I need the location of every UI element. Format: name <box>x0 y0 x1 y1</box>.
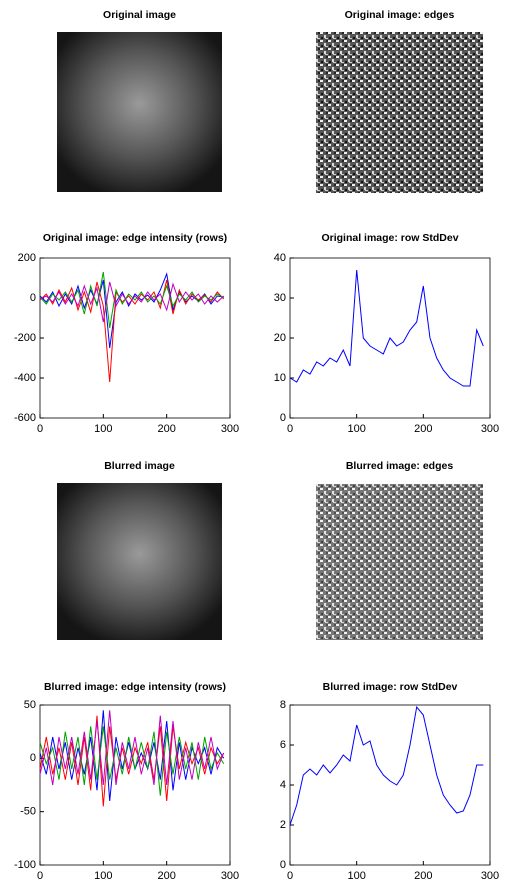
y-tick-label: 2 <box>280 819 286 831</box>
x-tick-label: 300 <box>221 423 239 435</box>
edge-image <box>316 32 483 193</box>
panel-title: Blurred image: edge intensity (rows) <box>44 681 226 693</box>
panel-title: Blurred image <box>104 460 175 472</box>
x-tick-label: 300 <box>481 870 499 882</box>
y-tick-label: -200 <box>14 332 36 344</box>
y-tick-label: 0 <box>280 859 286 871</box>
y-tick-label: 200 <box>18 252 36 264</box>
x-tick-label: 0 <box>287 423 293 435</box>
line-series <box>289 705 484 826</box>
x-tick-label: 300 <box>481 423 499 435</box>
y-tick-label: -400 <box>14 372 36 384</box>
x-tick-label: 100 <box>347 870 365 882</box>
panel-title: Original image: edge intensity (rows) <box>43 232 227 244</box>
y-tick-label: 4 <box>280 779 286 791</box>
y-tick-label: 20 <box>274 332 286 344</box>
edge-image <box>316 484 483 640</box>
y-tick-label: 8 <box>280 699 286 711</box>
line-series <box>39 271 224 329</box>
panel-title: Blurred image: edges <box>346 460 454 472</box>
x-tick-label: 200 <box>414 423 432 435</box>
x-tick-label: 0 <box>37 870 43 882</box>
line-series <box>39 281 225 323</box>
y-tick-label: 0 <box>30 292 36 304</box>
panel-title: Blurred image: row StdDev <box>323 681 458 693</box>
y-tick-label: -600 <box>14 412 36 424</box>
y-tick-label: 0 <box>30 752 36 764</box>
x-tick-label: 100 <box>94 423 112 435</box>
axes-box <box>289 704 491 866</box>
x-tick-label: 0 <box>37 423 43 435</box>
photo <box>57 32 222 192</box>
x-tick-label: 100 <box>94 870 112 882</box>
photo <box>57 483 222 640</box>
y-tick-label: -100 <box>14 859 36 871</box>
x-tick-label: 300 <box>221 870 239 882</box>
panel-title: Original image <box>103 9 176 21</box>
axes-box <box>39 704 231 866</box>
panel-title: Original image: row StdDev <box>321 232 458 244</box>
line-series <box>39 710 225 786</box>
y-tick-label: 10 <box>274 372 286 384</box>
y-tick-label: 30 <box>274 292 286 304</box>
y-tick-label: 6 <box>280 739 286 751</box>
x-tick-label: 200 <box>157 870 175 882</box>
x-tick-label: 200 <box>157 423 175 435</box>
x-tick-label: 0 <box>287 870 293 882</box>
axes-box <box>39 257 231 419</box>
panel-title: Original image: edges <box>345 9 455 21</box>
line-series <box>289 269 484 387</box>
y-tick-label: 40 <box>274 252 286 264</box>
line-series <box>39 715 225 807</box>
y-tick-label: -50 <box>20 806 36 818</box>
x-tick-label: 200 <box>414 870 432 882</box>
y-tick-label: 0 <box>280 412 286 424</box>
y-tick-label: 50 <box>24 699 36 711</box>
x-tick-label: 100 <box>347 423 365 435</box>
